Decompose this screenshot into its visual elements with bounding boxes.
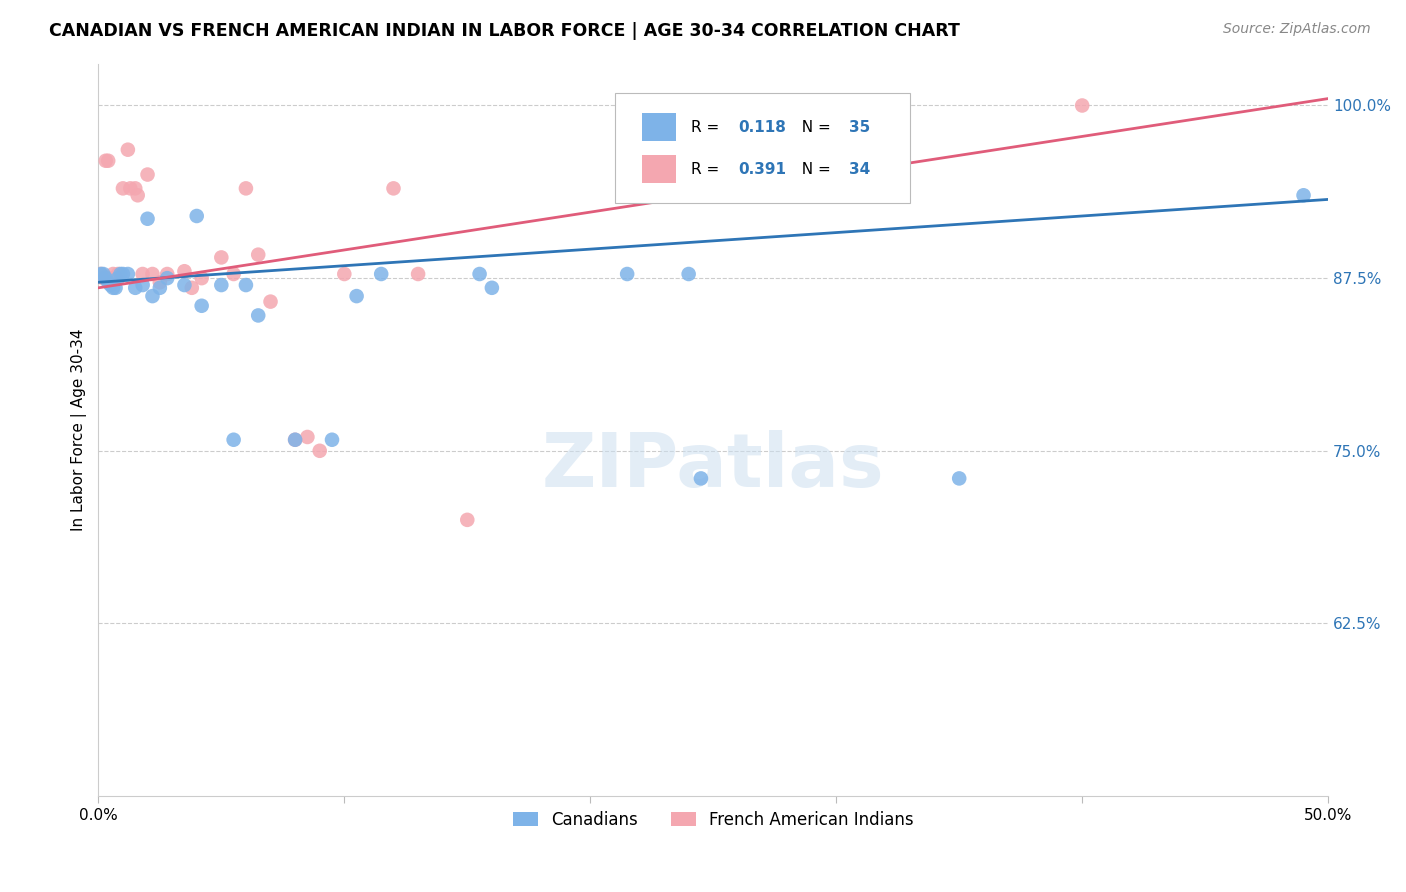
Point [690,471,713,485]
Point [678,267,700,281]
Point [156,267,179,281]
FancyBboxPatch shape [643,113,676,141]
Point [100,278,122,293]
Point [235,278,257,293]
Point [948,471,970,485]
Point [101,267,124,281]
Point [97,275,120,289]
Point [120,181,142,195]
Point [141,267,163,281]
Point [235,181,257,195]
Point [382,181,405,195]
Point [308,443,330,458]
Point [209,278,232,293]
Point [90,267,112,281]
Text: 0.118: 0.118 [738,120,786,135]
Point [94,153,117,168]
Point [321,433,343,447]
Point [111,267,134,281]
Point [186,209,208,223]
Point [107,267,129,281]
Point [131,278,153,293]
Point [101,281,124,295]
Point [1071,98,1094,112]
Point [180,281,202,295]
Point [91,271,114,285]
Point [1292,188,1315,202]
Point [110,267,132,281]
Text: 0.391: 0.391 [738,161,786,177]
Point [259,294,281,309]
Point [346,289,368,303]
Point [104,271,127,285]
Point [127,188,149,202]
Point [173,278,195,293]
Point [136,211,159,226]
Point [190,271,212,285]
Text: N =: N = [792,120,835,135]
FancyBboxPatch shape [614,94,910,203]
Point [131,267,153,281]
Point [124,281,146,295]
Point [370,267,392,281]
Point [333,267,356,281]
Point [104,281,127,295]
Point [222,433,245,447]
Text: Source: ZipAtlas.com: Source: ZipAtlas.com [1223,22,1371,37]
Y-axis label: In Labor Force | Age 30-34: In Labor Force | Age 30-34 [72,329,87,532]
Text: 34: 34 [849,161,870,177]
Text: CANADIAN VS FRENCH AMERICAN INDIAN IN LABOR FORCE | AGE 30-34 CORRELATION CHART: CANADIAN VS FRENCH AMERICAN INDIAN IN LA… [49,22,960,40]
Point [284,433,307,447]
Point [481,281,503,295]
Point [284,433,307,447]
Point [209,251,232,265]
Point [111,181,134,195]
Point [90,267,112,281]
Point [149,281,172,295]
Point [468,267,491,281]
Point [124,181,146,195]
Point [616,267,638,281]
Point [117,143,139,157]
Text: N =: N = [792,161,835,177]
Legend: Canadians, French American Indians: Canadians, French American Indians [506,804,921,835]
Point [136,168,159,182]
Point [456,513,478,527]
Point [107,271,129,285]
Text: ZIPatlas: ZIPatlas [541,430,884,503]
Text: R =: R = [692,120,724,135]
Point [91,267,114,281]
Point [190,299,212,313]
Point [297,430,319,444]
Point [406,267,429,281]
Text: 35: 35 [849,120,870,135]
Point [97,153,120,168]
Point [117,267,139,281]
Point [141,289,163,303]
Point [173,264,195,278]
Point [94,271,117,285]
Point [247,309,270,323]
FancyBboxPatch shape [643,155,676,183]
Point [149,275,172,289]
Text: R =: R = [692,161,724,177]
Point [222,267,245,281]
Point [100,271,122,285]
Point [156,271,179,285]
Point [247,247,270,261]
